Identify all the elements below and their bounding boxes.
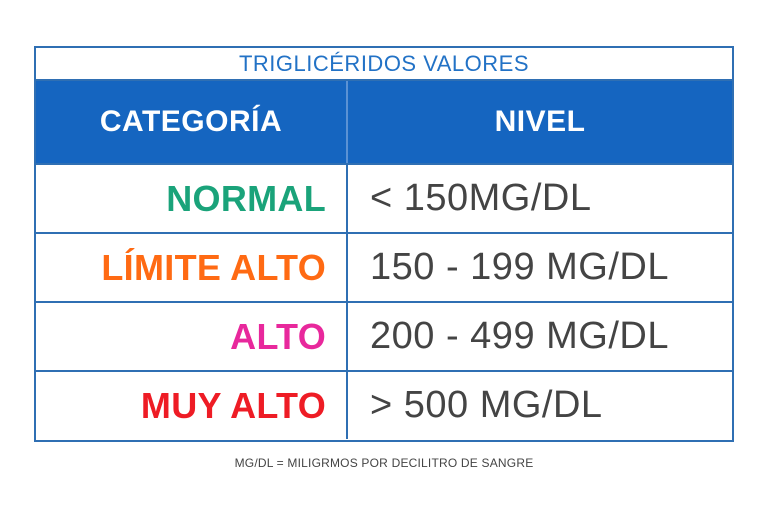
level-cell: < 150MG/DL	[370, 177, 592, 219]
table-header-row: CATEGORÍA NIVEL	[36, 81, 732, 163]
table-title: TRIGLICÉRIDOS VALORES	[36, 48, 732, 81]
category-cell: MUY ALTO	[36, 372, 348, 439]
table-row: ALTO 200 - 499 MG/DL	[36, 301, 732, 370]
triglycerides-table: TRIGLICÉRIDOS VALORES CATEGORÍA NIVEL NO…	[34, 46, 734, 442]
level-cell: > 500 MG/DL	[370, 384, 603, 426]
header-level: NIVEL	[494, 105, 586, 138]
footnote: MG/DL = MILIGRMOS POR DECILITRO DE SANGR…	[234, 456, 534, 470]
category-cell: ALTO	[36, 303, 348, 370]
table-row: LÍMITE ALTO 150 - 199 MG/DL	[36, 232, 732, 301]
category-cell: LÍMITE ALTO	[36, 234, 348, 301]
level-cell: 150 - 199 MG/DL	[370, 246, 669, 288]
category-cell: NORMAL	[36, 165, 348, 232]
table-row: MUY ALTO > 500 MG/DL	[36, 370, 732, 439]
table-row: NORMAL < 150MG/DL	[36, 163, 732, 232]
header-category: CATEGORÍA	[36, 81, 348, 163]
level-cell: 200 - 499 MG/DL	[370, 315, 669, 357]
